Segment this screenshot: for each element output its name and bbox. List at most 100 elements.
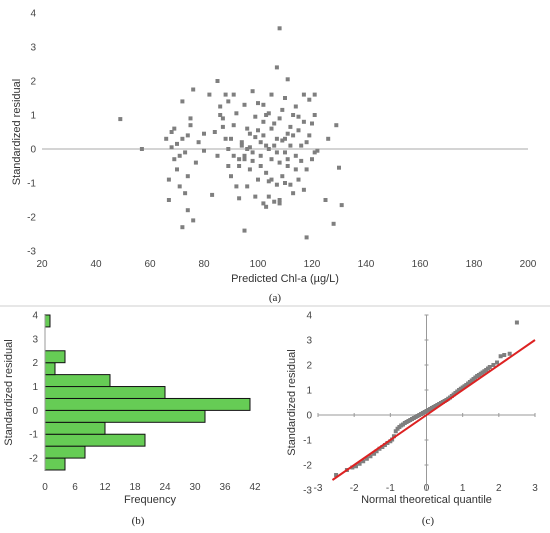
panel-a-residual-point [267, 147, 271, 151]
panel-a-residual-point [189, 116, 193, 120]
panel-a-residual-point [221, 125, 225, 129]
panel-a-residual-scatter: 20 40 60 80 100 120 140 160 180 200-3-2-101234 St… [11, 9, 537, 305]
panel-a-residual-point [210, 193, 214, 197]
panel-a-residual-point [305, 167, 309, 171]
panel-b-histogram-bar [45, 434, 145, 446]
panel-a-residual-point [286, 157, 290, 161]
panel-a-residual-point [288, 125, 292, 129]
panel-b-histogram-bar [45, 458, 65, 470]
panel-a-residual-point [178, 154, 182, 158]
panel-a-residual-point [278, 198, 282, 202]
panel-a-residual-point [234, 184, 238, 188]
panel-a-residual-point [226, 99, 230, 103]
panel-a-residual-point [224, 137, 228, 141]
panel-a-x-tick-label: 160 [412, 259, 429, 270]
panel-c-x-tick-label: -1 [386, 483, 395, 494]
panel-a-residual-point [140, 147, 144, 151]
panel-a-residual-point [226, 147, 230, 151]
panel-a-residual-point [280, 108, 284, 112]
panel-a-residual-point [270, 157, 274, 161]
panel-a-residual-point [180, 99, 184, 103]
panel-a-x-axis-label: Predicted Chl-a (µg/L) [231, 273, 339, 285]
panel-a-residual-point [288, 144, 292, 148]
panel-a-residual-point [272, 122, 276, 126]
panel-a-y-tick-label: 1 [30, 111, 36, 122]
panel-a-residual-point [164, 137, 168, 141]
panel-a-residual-point [167, 198, 171, 202]
panel-a-residual-point [291, 191, 295, 195]
panel-a-residual-point [299, 159, 303, 163]
panel-c-y-tick-label: 3 [306, 336, 312, 347]
panel-a-residual-point [283, 96, 287, 100]
panel-a-residual-point [251, 159, 255, 163]
panel-a-residual-point [183, 150, 187, 154]
panel-a-residual-point [261, 103, 265, 107]
panel-a-residual-point [237, 157, 241, 161]
panel-b-x-tick-label: 12 [99, 482, 111, 493]
panel-a-residual-point [232, 154, 236, 158]
panel-a-residual-point [226, 164, 230, 168]
panel-b-bars [45, 315, 250, 470]
panel-a-residual-point [264, 205, 268, 209]
panel-a-residual-point [234, 111, 238, 115]
panel-a-residual-point [272, 200, 276, 204]
panel-b-histogram-bar [45, 375, 110, 387]
panel-c-y-tick-label: 1 [306, 386, 312, 397]
panel-a-residual-point [180, 225, 184, 229]
panel-c-y-tick-label: 0 [306, 411, 312, 422]
panel-b-x-tick-label: 18 [129, 482, 141, 493]
panel-a-residual-point [305, 235, 309, 239]
panel-a-residual-point [224, 93, 228, 97]
panel-b-caption: (b) [132, 515, 145, 527]
panel-a-residual-point [175, 167, 179, 171]
panel-a-x-tick-label: 20 [36, 259, 48, 270]
panel-a-residual-point [253, 135, 257, 139]
panel-c-y-tick-label: 4 [306, 311, 312, 322]
panel-a-residual-point [270, 178, 274, 182]
panel-a-residual-point [186, 208, 190, 212]
panel-c-y-tick-label: -2 [303, 461, 312, 472]
panel-c-qq-point [488, 365, 492, 369]
panel-a-residual-point [272, 144, 276, 148]
panel-b-y-axis-label: Standardized residual [3, 339, 15, 445]
panel-a-residual-point [307, 98, 311, 102]
panel-b-histogram-bar [45, 315, 50, 327]
panel-a-x-tick-label: 60 [144, 259, 156, 270]
panel-a-y-tick-label: -2 [27, 213, 36, 224]
panel-a-residual-point [118, 117, 122, 121]
panel-a-residual-point [280, 174, 284, 178]
panel-c-qq-point [491, 363, 495, 367]
panel-a-residual-point [313, 93, 317, 97]
panel-a-residual-point [307, 133, 311, 137]
panel-a-residual-point [213, 130, 217, 134]
panel-a-residual-point [267, 111, 271, 115]
panel-b-histogram-bar [45, 398, 250, 410]
panel-a-residual-point [221, 116, 225, 120]
panel-c-qq-point [495, 361, 499, 365]
panel-c-x-tick-label: 1 [460, 483, 466, 494]
panel-a-y-tick-label: 4 [30, 9, 36, 20]
panel-a-residual-point [294, 154, 298, 158]
panel-a-residual-point [286, 132, 290, 136]
panel-a-residual-point [261, 133, 265, 137]
panel-a-residual-point [245, 127, 249, 131]
panel-b-x-tick-label: 24 [159, 482, 171, 493]
panel-a-residual-point [216, 79, 220, 83]
panel-a-residual-point [297, 115, 301, 119]
panel-a-residual-point [259, 164, 263, 168]
panel-a-residual-point [259, 140, 263, 144]
panel-a-residual-point [180, 137, 184, 141]
panel-a-residual-point [251, 89, 255, 93]
panel-a-residual-point [202, 149, 206, 153]
panel-a-residual-point [334, 123, 338, 127]
panel-a-residual-point [170, 145, 174, 149]
panel-c-y-tick-label: -3 [303, 486, 312, 497]
panel-b-x-tick-label: 42 [249, 482, 261, 493]
panel-c-x-tick-label: 3 [532, 483, 538, 494]
panel-a-residual-point [310, 122, 314, 126]
panel-a-residual-point [310, 157, 314, 161]
panel-a-residual-point [253, 195, 257, 199]
panel-b-histogram-bar [45, 422, 105, 434]
